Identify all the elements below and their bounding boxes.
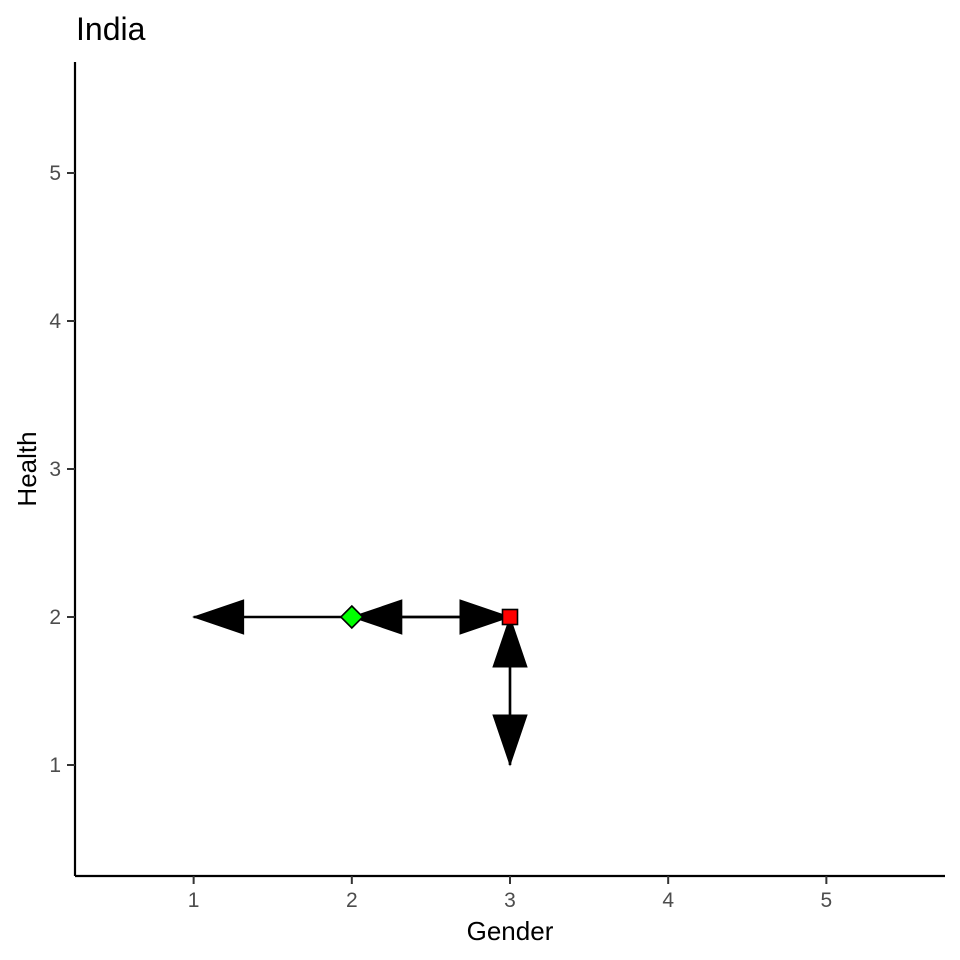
x-tick-label: 5 [821,889,833,912]
x-axis-label: Gender [467,916,554,946]
point-square [501,608,519,626]
arrows [192,599,528,767]
x-axis-ticks: 1 2 3 4 5 [188,876,832,912]
points [339,604,519,630]
y-tick-label: 1 [49,754,61,777]
x-tick-label: 1 [188,889,200,912]
arrow-head [192,599,245,635]
y-axis-ticks: 1 2 3 4 5 [49,162,75,777]
y-tick-label: 2 [49,606,61,629]
arrow-head [459,599,512,635]
y-tick-label: 4 [49,310,61,333]
x-tick-label: 2 [346,889,358,912]
x-tick-label: 4 [662,889,674,912]
y-tick-label: 3 [49,458,61,481]
y-tick-label: 5 [49,162,61,185]
x-tick-label: 3 [504,889,516,912]
chart-title: India [76,11,146,47]
point-diamond [339,604,364,630]
arrow-head [492,615,528,668]
y-axis-label: Health [12,431,42,506]
